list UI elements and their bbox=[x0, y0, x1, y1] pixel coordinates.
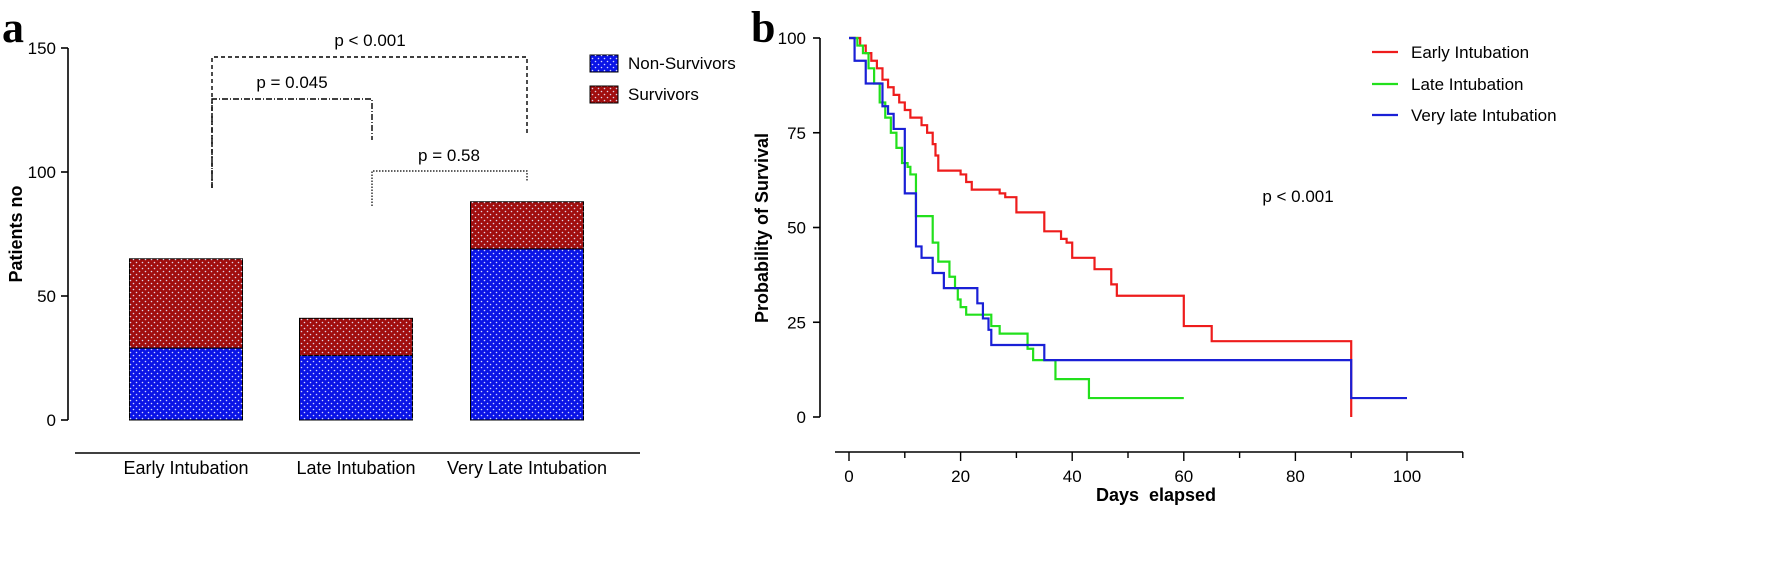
a-y-tick-label: 100 bbox=[28, 163, 56, 182]
a-legend-item-non-survivors: Non-Survivors bbox=[589, 54, 736, 73]
b-legend-label-late: Late Intubation bbox=[1411, 75, 1523, 94]
a-category-label-very-late: Very Late Intubation bbox=[447, 458, 607, 478]
a-bracket-early-vs-very-late: p < 0.001 bbox=[211, 31, 528, 188]
a-legend-label-non-survivors: Non-Survivors bbox=[628, 54, 736, 73]
b-y-tick-label: 50 bbox=[787, 219, 806, 238]
a-legend-item-survivors: Survivors bbox=[589, 85, 699, 104]
a-y-tick-label: 0 bbox=[47, 411, 56, 430]
b-legend: Early Intubation Late Intubation Very la… bbox=[1372, 43, 1557, 125]
b-legend-item-late: Late Intubation bbox=[1372, 75, 1523, 94]
a-category-label-early: Early Intubation bbox=[123, 458, 248, 478]
b-y-axis-title: Probability of Survival bbox=[752, 133, 772, 323]
b-legend-label-very-late: Very late Intubation bbox=[1411, 106, 1557, 125]
a-bar-non-survivors-3 bbox=[470, 248, 584, 421]
a-bracket-early-vs-late: p = 0.045 bbox=[211, 73, 373, 188]
a-bar-survivors-3 bbox=[470, 201, 584, 250]
b-y-tick-label: 0 bbox=[797, 408, 806, 427]
panel-letter-a: a bbox=[2, 3, 24, 52]
panel-a: a 0 50 100 150 Patients no Early Intubation… bbox=[2, 3, 736, 478]
b-pvalue: p < 0.001 bbox=[1262, 187, 1333, 206]
b-survival-curves bbox=[849, 36, 1407, 417]
panel-letter-b: b bbox=[751, 3, 775, 52]
a-legend: Non-Survivors Survivors bbox=[589, 54, 736, 104]
b-y-tick-label: 25 bbox=[787, 313, 806, 332]
a-y-ticks: 0 50 100 150 bbox=[28, 39, 68, 430]
b-curve-very-late bbox=[849, 36, 1407, 400]
a-pvalue-early-vs-late: p = 0.045 bbox=[256, 73, 327, 92]
b-x-tick-label: 40 bbox=[1063, 467, 1082, 486]
b-y-tick-label: 75 bbox=[787, 124, 806, 143]
b-legend-item-early: Early Intubation bbox=[1372, 43, 1529, 62]
a-bar-survivors-1 bbox=[129, 258, 243, 349]
b-curve-early bbox=[849, 36, 1353, 417]
b-legend-label-early: Early Intubation bbox=[1411, 43, 1529, 62]
a-pvalue-late-vs-very-late: p = 0.58 bbox=[418, 146, 480, 165]
a-category-label-late: Late Intubation bbox=[296, 458, 415, 478]
b-curve-late bbox=[849, 36, 1184, 400]
b-x-axis-title: Days elapsed bbox=[1096, 485, 1216, 505]
a-bar-survivors-2 bbox=[299, 317, 413, 357]
a-y-axis-title: Patients no bbox=[6, 185, 26, 282]
b-y-ticks: 0 25 50 75 100 bbox=[778, 29, 820, 427]
a-bars bbox=[129, 201, 584, 421]
a-bracket-late-vs-very-late: p = 0.58 bbox=[371, 146, 528, 206]
a-legend-label-survivors: Survivors bbox=[628, 85, 699, 104]
b-x-tick-label: 60 bbox=[1174, 467, 1193, 486]
a-bar-non-survivors-2 bbox=[299, 355, 413, 421]
b-x-tick-label: 100 bbox=[1393, 467, 1421, 486]
b-legend-item-very-late: Very late Intubation bbox=[1372, 106, 1557, 125]
a-pvalue-early-vs-very-late: p < 0.001 bbox=[334, 31, 405, 50]
b-x-tick-label: 80 bbox=[1286, 467, 1305, 486]
a-y-tick-label: 50 bbox=[37, 287, 56, 306]
b-y-tick-label: 100 bbox=[778, 29, 806, 48]
panel-b: b 0 25 50 75 100 0 20 40 60 80 100 Probability of… bbox=[751, 3, 1557, 505]
a-bar-non-survivors-1 bbox=[129, 347, 243, 421]
b-x-tick-label: 20 bbox=[951, 467, 970, 486]
b-x-ticks: 0 20 40 60 80 100 bbox=[844, 452, 1464, 486]
a-y-tick-label: 150 bbox=[28, 39, 56, 58]
b-x-tick-label: 0 bbox=[844, 467, 853, 486]
